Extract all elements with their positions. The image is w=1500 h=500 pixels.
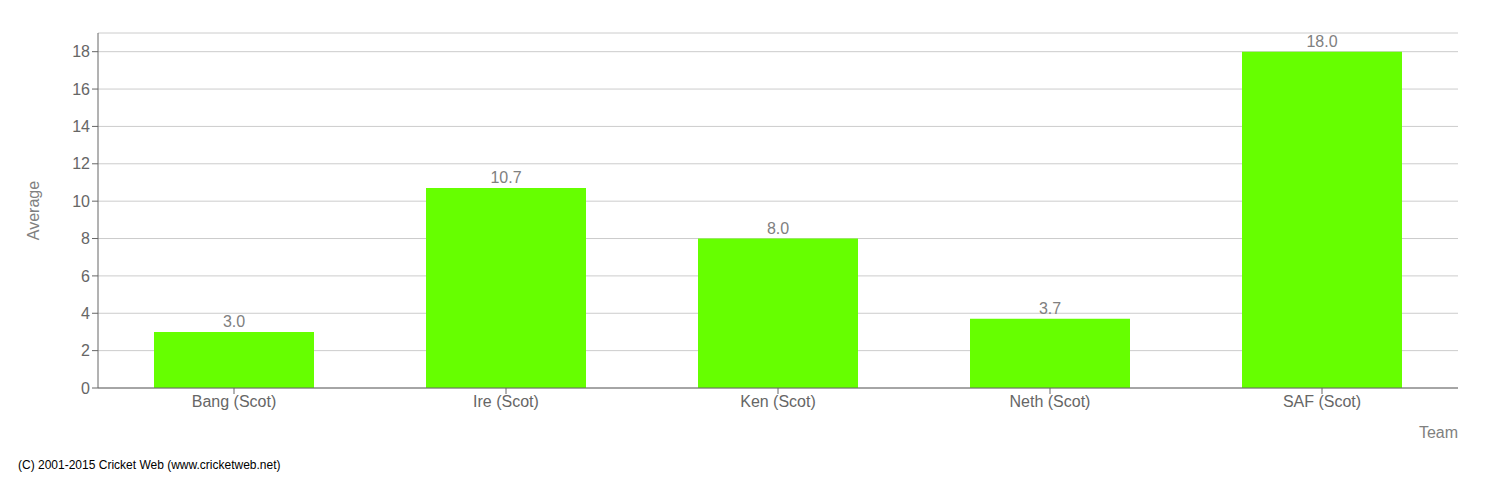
svg-text:10: 10	[72, 193, 90, 210]
svg-text:0: 0	[81, 380, 90, 397]
svg-text:Ken (Scot): Ken (Scot)	[740, 393, 816, 410]
svg-text:14: 14	[72, 118, 90, 135]
svg-text:18.0: 18.0	[1306, 33, 1337, 50]
html-text:(C) 2001-2015 Cricket Web (www: (C) 2001-2015 Cricket Web (www.cricketwe…	[18, 458, 281, 472]
svg-text:8: 8	[81, 230, 90, 247]
svg-text:Neth (Scot): Neth (Scot)	[1010, 393, 1091, 410]
svg-text:Bang (Scot): Bang (Scot)	[192, 393, 276, 410]
svg-text:3.0: 3.0	[223, 313, 245, 330]
svg-text:SAF (Scot): SAF (Scot)	[1283, 393, 1361, 410]
svg-text:3.7: 3.7	[1039, 300, 1061, 317]
svg-text:Ire (Scot): Ire (Scot)	[473, 393, 539, 410]
svg-text:12: 12	[72, 155, 90, 172]
svg-text:8.0: 8.0	[767, 220, 789, 237]
svg-text:Team: Team	[1419, 424, 1458, 441]
svg-text:10.7: 10.7	[490, 169, 521, 186]
svg-text:6: 6	[81, 268, 90, 285]
svg-text:2: 2	[81, 342, 90, 359]
svg-text:4: 4	[81, 305, 90, 322]
svg-text:Average: Average	[25, 181, 42, 240]
svg-text:18: 18	[72, 43, 90, 60]
svg-text:16: 16	[72, 81, 90, 98]
